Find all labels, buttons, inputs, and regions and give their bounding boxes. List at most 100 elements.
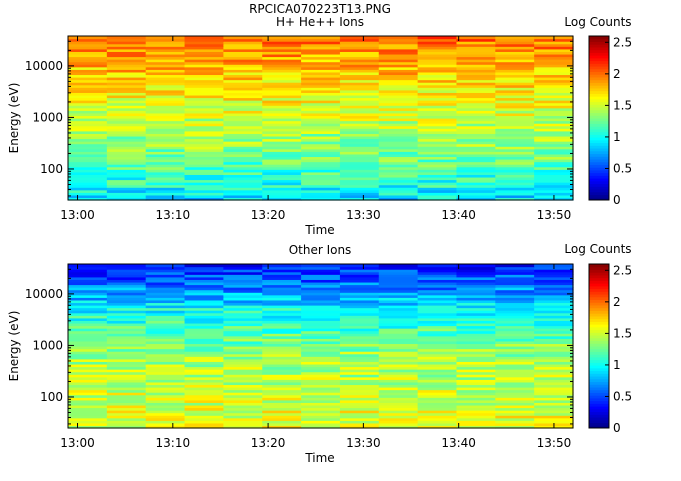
spectrogram-cell <box>262 371 302 375</box>
spectrogram-cell <box>301 138 341 142</box>
spectrogram-cell <box>534 174 574 178</box>
spectrogram-cell <box>417 97 458 101</box>
spectrogram-cell <box>456 269 496 273</box>
spectrogram-cell <box>495 389 535 393</box>
spectrogram-cell <box>68 166 108 170</box>
spectrogram-cell <box>495 110 535 114</box>
spectrogram-cell <box>145 84 186 88</box>
spectrogram-cell <box>339 194 380 199</box>
spectrogram-cell <box>68 353 108 357</box>
spectrogram-cell <box>339 36 380 40</box>
spectrogram-cell <box>145 156 186 160</box>
spectrogram-cell <box>145 392 186 396</box>
spectrogram-cell <box>145 107 186 111</box>
spectrogram-cell <box>262 348 302 352</box>
spectrogram-cell <box>262 361 302 365</box>
spectrogram-cell <box>456 417 496 421</box>
spectrogram-cell <box>68 397 108 401</box>
spectrogram-cell <box>262 61 302 65</box>
spectrogram-cell <box>456 325 496 329</box>
spectrogram-cell <box>301 356 341 360</box>
spectrogram-cell <box>301 328 341 332</box>
spectrogram-cell <box>145 141 186 145</box>
spectrogram-cell <box>184 333 224 337</box>
spectrogram-cell <box>184 110 224 114</box>
spectrogram-cell <box>68 194 108 199</box>
spectrogram-cell <box>534 274 574 278</box>
spectrogram-cell <box>145 69 186 73</box>
spectrogram-cell <box>495 197 535 201</box>
spectrogram-cell <box>106 307 147 311</box>
spectrogram-cell <box>68 415 108 419</box>
spectrogram-cell <box>262 176 302 181</box>
spectrogram-cell <box>339 159 380 163</box>
spectrogram-cell <box>262 322 302 327</box>
spectrogram-cell <box>456 333 496 337</box>
spectrogram-cell <box>301 317 341 321</box>
colorbar-segment <box>589 169 609 174</box>
colorbar-segment <box>589 71 609 75</box>
spectrogram-cell <box>417 161 458 165</box>
colorbar-segment <box>589 406 609 410</box>
spectrogram-cell <box>301 279 341 283</box>
spectrogram-cell <box>262 338 302 342</box>
spectrogram-cell <box>339 197 380 201</box>
spectrogram-cell <box>145 348 186 352</box>
spectrogram-cell <box>106 369 147 373</box>
spectrogram-cell <box>417 135 458 140</box>
spectrogram-cell <box>262 407 302 411</box>
spectrogram-cell <box>184 307 224 311</box>
spectrogram-cell <box>339 92 380 96</box>
spectrogram-cell <box>378 120 419 124</box>
spectrogram-cell <box>417 276 458 280</box>
spectrogram-cell <box>339 107 380 111</box>
y-tick-label: 1000 <box>32 338 63 352</box>
spectrogram-cell <box>534 315 574 319</box>
spectrogram-cell <box>534 305 574 309</box>
spectrogram-cell <box>456 340 496 345</box>
spectrogram-cell <box>456 66 496 70</box>
spectrogram-cell <box>223 399 263 403</box>
spectrogram-cell <box>378 46 419 50</box>
spectrogram-cell <box>456 43 496 47</box>
spectrogram-cell <box>339 135 380 140</box>
spectrogram-cell <box>378 407 419 411</box>
spectrogram-cell <box>145 320 186 324</box>
colorbar-segment <box>589 285 609 290</box>
spectrogram-cell <box>495 356 535 360</box>
spectrogram-cell <box>417 417 458 421</box>
spectrogram-cell <box>68 69 108 73</box>
spectrogram-cell <box>456 36 496 40</box>
spectrogram-cell <box>417 271 458 275</box>
spectrogram-cell <box>184 100 224 104</box>
colorbar-segment <box>589 164 609 168</box>
spectrogram-cell <box>68 340 108 345</box>
spectrogram-cell <box>534 128 574 132</box>
spectrogram-cell <box>223 74 263 78</box>
spectrogram-cell <box>223 271 263 275</box>
spectrogram-cell <box>301 266 341 270</box>
spectrogram-cell <box>495 107 535 111</box>
spectrogram-cell <box>106 346 147 350</box>
spectrogram-cell <box>456 174 496 178</box>
spectrogram-cell <box>262 387 302 391</box>
spectrogram-cell <box>495 79 535 83</box>
spectrogram-cell <box>145 56 186 60</box>
spectrogram-cell <box>378 159 419 163</box>
spectrogram-cell <box>456 394 496 398</box>
spectrogram-cell <box>184 166 224 170</box>
spectrogram-cell <box>378 133 419 137</box>
spectrogram-cell <box>339 100 380 104</box>
colorbar-segment <box>589 422 609 426</box>
spectrogram-cell <box>378 110 419 114</box>
spectrogram-cell <box>184 371 224 375</box>
spectrogram-cell <box>495 274 535 278</box>
colorbar-tick-label: 0.5 <box>613 161 632 175</box>
spectrogram-cell <box>339 284 380 288</box>
spectrogram-cell <box>456 169 496 173</box>
spectrogram-cell <box>456 292 496 296</box>
spectrogram-cell <box>417 176 458 181</box>
spectrogram-cell <box>417 187 458 191</box>
spectrogram-cell <box>184 169 224 173</box>
spectrogram-cell <box>417 392 458 396</box>
